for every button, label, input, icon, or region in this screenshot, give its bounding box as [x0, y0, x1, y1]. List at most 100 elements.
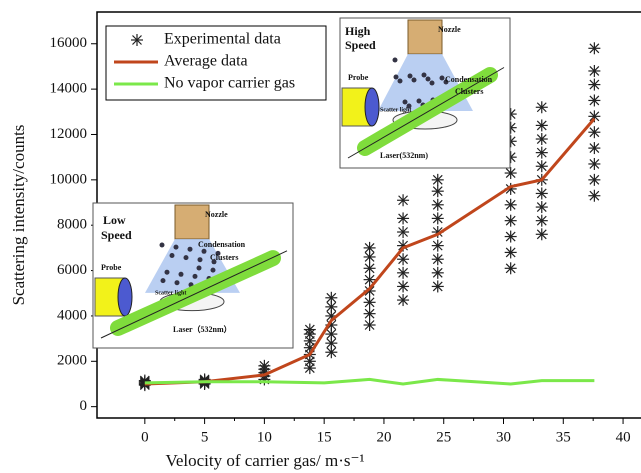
- x-tick-label: 5: [201, 429, 209, 445]
- data-point: [304, 324, 316, 336]
- data-point: [505, 262, 517, 274]
- y-tick-label: 16000: [50, 35, 88, 51]
- cluster: [412, 78, 417, 83]
- x-tick-label: 10: [257, 429, 272, 445]
- x-tick-label: 35: [556, 429, 571, 445]
- cluster: [184, 255, 189, 260]
- x-tick-label: 25: [436, 429, 451, 445]
- chart: Velocity of carrier gas/ m·s⁻¹ Scatterin…: [0, 0, 641, 473]
- data-point: [588, 126, 600, 138]
- probe-end: [365, 88, 379, 126]
- data-point: [505, 199, 517, 211]
- data-point: [364, 296, 376, 308]
- inset-label: Speed: [101, 228, 132, 242]
- inset-diagram: HighSpeedNozzleCondensationClustersProbe…: [340, 18, 510, 168]
- inset-label: High: [345, 24, 371, 38]
- inset-label: Speed: [345, 38, 376, 52]
- y-tick-label: 14000: [50, 81, 88, 97]
- cluster: [170, 253, 175, 258]
- data-point: [258, 360, 270, 372]
- legend: Experimental data Average data No vapor ca…: [106, 26, 326, 100]
- data-point: [505, 167, 517, 179]
- data-point: [364, 308, 376, 320]
- y-tick-label: 10000: [50, 171, 88, 187]
- cluster: [160, 243, 165, 248]
- data-point: [536, 201, 548, 213]
- inset-label: Condensation: [445, 75, 493, 84]
- nozzle: [408, 20, 442, 54]
- y-tick-label: 12000: [50, 126, 88, 142]
- cluster: [393, 58, 398, 63]
- data-point: [588, 174, 600, 186]
- data-point: [432, 199, 444, 211]
- inset-label: Clusters: [210, 253, 238, 262]
- data-point: [397, 212, 409, 224]
- x-tick-label: 15: [317, 429, 332, 445]
- cluster: [426, 77, 431, 82]
- data-point: [536, 228, 548, 240]
- data-point: [397, 267, 409, 279]
- data-point: [432, 280, 444, 292]
- cluster: [198, 257, 203, 262]
- data-point: [364, 242, 376, 254]
- data-point: [432, 174, 444, 186]
- legend-label: Average data: [164, 53, 248, 70]
- inset-label: Laser(532nm): [380, 151, 428, 160]
- data-point: [364, 319, 376, 331]
- data-point: [505, 231, 517, 243]
- cluster: [202, 249, 207, 254]
- cluster: [165, 270, 170, 275]
- x-tick-label: 30: [496, 429, 511, 445]
- cluster: [197, 266, 202, 271]
- x-tick-label: 40: [616, 429, 631, 445]
- data-point: [588, 65, 600, 77]
- cluster: [161, 278, 166, 283]
- data-point: [588, 79, 600, 91]
- data-point: [536, 160, 548, 172]
- data-point: [364, 262, 376, 274]
- legend-label: Experimental data: [164, 31, 281, 48]
- inset-label: Nozzle: [205, 210, 228, 219]
- inset-label: Probe: [348, 73, 369, 82]
- y-axis-label: Scattering intensity/counts: [9, 125, 28, 306]
- inset-label: Probe: [101, 263, 122, 272]
- cluster: [403, 100, 408, 105]
- cluster: [179, 272, 184, 277]
- data-point: [397, 226, 409, 238]
- data-point: [432, 267, 444, 279]
- data-point: [325, 292, 337, 304]
- nozzle: [175, 205, 209, 239]
- data-point: [397, 194, 409, 206]
- cluster: [188, 247, 193, 252]
- cluster: [174, 245, 179, 250]
- cluster: [422, 73, 427, 78]
- inset-label: Laser（532nm）: [173, 324, 232, 334]
- inset-label: Scatter light: [155, 290, 186, 296]
- data-point: [536, 101, 548, 113]
- data-point: [536, 215, 548, 227]
- cluster: [398, 79, 403, 84]
- inset-diagram: LowSpeedNozzleCondensationClustersProbeS…: [93, 203, 293, 348]
- data-point: [505, 246, 517, 258]
- data-point: [199, 373, 211, 385]
- data-point: [397, 294, 409, 306]
- data-point: [588, 190, 600, 202]
- data-point: [432, 212, 444, 224]
- cluster: [394, 75, 399, 80]
- cluster: [211, 268, 216, 273]
- data-point: [432, 240, 444, 252]
- inset-label: Scatter light: [380, 107, 411, 113]
- data-point: [536, 147, 548, 159]
- y-tick-label: 8000: [57, 217, 87, 233]
- data-point: [588, 94, 600, 106]
- cluster: [408, 74, 413, 79]
- inset-label: Condensation: [198, 240, 246, 249]
- cluster: [417, 99, 422, 104]
- y-tick-label: 4000: [57, 307, 87, 323]
- data-point: [432, 185, 444, 197]
- data-point: [397, 280, 409, 292]
- data-point: [505, 215, 517, 227]
- data-point: [536, 187, 548, 199]
- cluster: [175, 280, 180, 285]
- legend-label: No vapor carrier gas: [164, 75, 295, 92]
